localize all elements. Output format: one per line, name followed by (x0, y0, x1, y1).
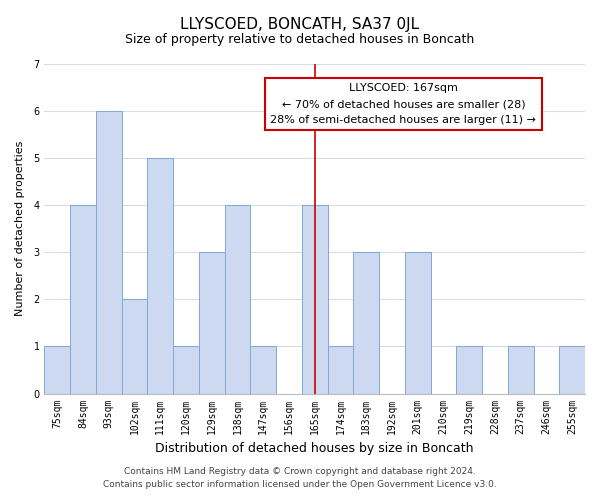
Text: Size of property relative to detached houses in Boncath: Size of property relative to detached ho… (125, 32, 475, 46)
Bar (44, 346, 70, 394)
Y-axis label: Number of detached properties: Number of detached properties (15, 141, 25, 316)
Bar (328, 346, 353, 394)
Bar (508, 346, 533, 394)
Text: LLYSCOED, BONCATH, SA37 0JL: LLYSCOED, BONCATH, SA37 0JL (181, 18, 419, 32)
Text: LLYSCOED: 167sqm
← 70% of detached houses are smaller (28)
28% of semi-detached : LLYSCOED: 167sqm ← 70% of detached house… (271, 84, 536, 124)
Bar (405, 252, 431, 394)
Bar (199, 252, 224, 394)
Bar (302, 205, 328, 394)
Bar (353, 252, 379, 394)
Text: Contains HM Land Registry data © Crown copyright and database right 2024.
Contai: Contains HM Land Registry data © Crown c… (103, 468, 497, 489)
Bar (250, 346, 276, 394)
Bar (173, 346, 199, 394)
Bar (96, 111, 122, 394)
Bar (148, 158, 173, 394)
X-axis label: Distribution of detached houses by size in Boncath: Distribution of detached houses by size … (155, 442, 474, 455)
Bar (122, 300, 148, 394)
Bar (224, 205, 250, 394)
Bar (559, 346, 585, 394)
Bar (456, 346, 482, 394)
Bar (70, 205, 96, 394)
